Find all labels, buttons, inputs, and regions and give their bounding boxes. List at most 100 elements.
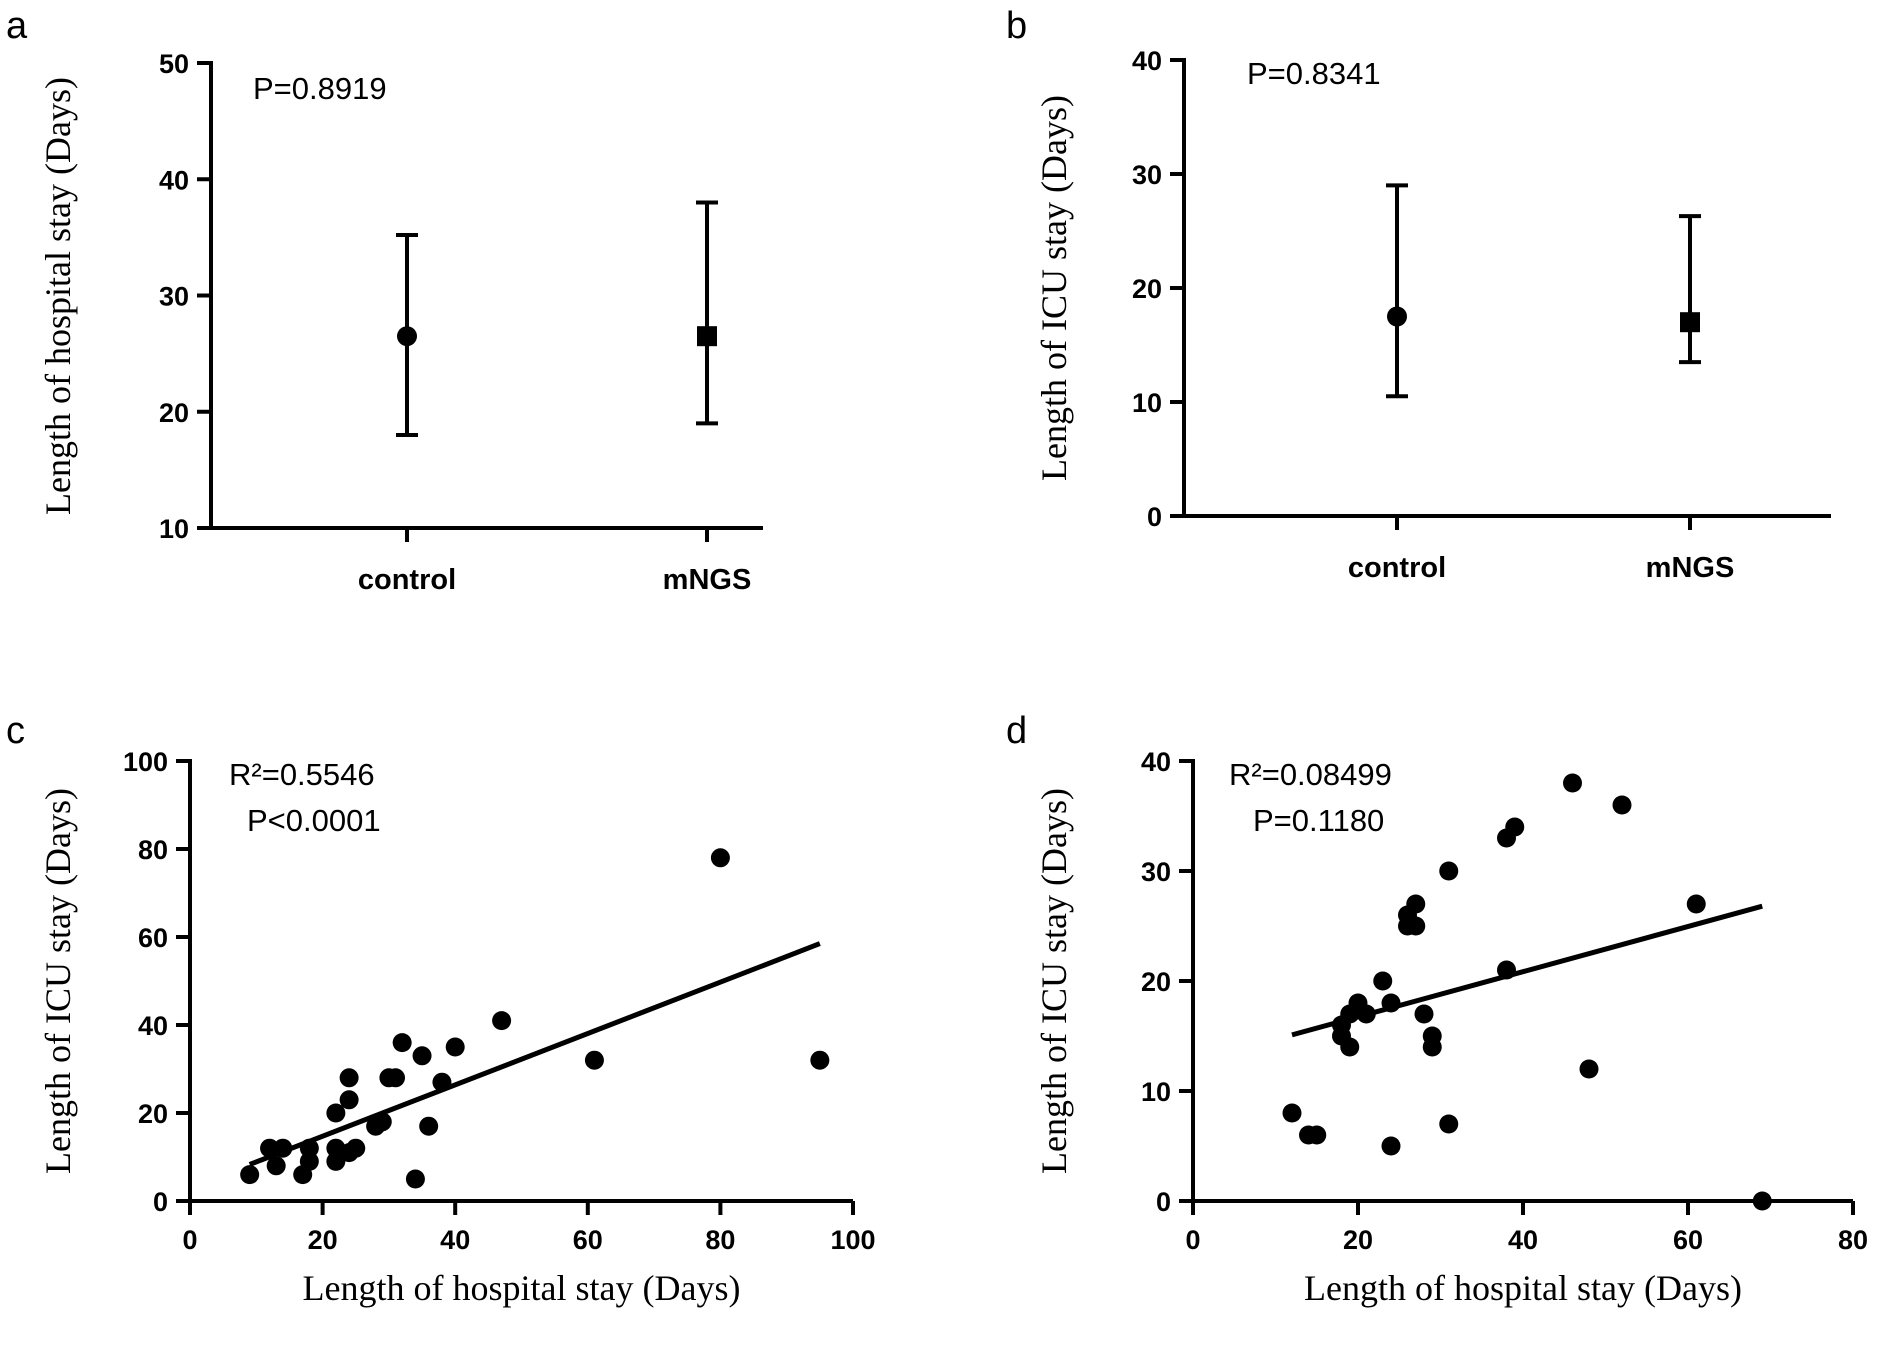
data-point — [1356, 1004, 1376, 1024]
panel-letter-d: d — [1006, 710, 1027, 752]
y-tick-label: 40 — [1141, 747, 1171, 777]
data-point — [372, 1112, 392, 1132]
y-tick-label: 40 — [138, 1011, 168, 1041]
x-tick-label: 60 — [1673, 1225, 1703, 1255]
panel-a: 10 20 30 40 50 Length of hospital stay (Days)… — [38, 49, 763, 596]
data-point — [299, 1151, 319, 1171]
mean-marker — [697, 326, 717, 347]
x-category-label: mNGS — [663, 564, 752, 596]
data-point — [299, 1138, 319, 1158]
x-axis-title: Length of hospital stay (Days) — [303, 1268, 741, 1308]
data-point — [346, 1138, 366, 1158]
data-point — [386, 1068, 406, 1088]
data-point — [584, 1050, 604, 1070]
data-point — [266, 1156, 286, 1176]
x-tick-label: 20 — [308, 1225, 338, 1255]
data-point — [1686, 894, 1706, 914]
y-tick-label: 30 — [1141, 857, 1171, 887]
y-tick-label: 0 — [1156, 1187, 1171, 1217]
x-tick-label: 40 — [440, 1225, 470, 1255]
y-tick-label: 40 — [1132, 46, 1162, 76]
y-tick-label: 0 — [153, 1187, 168, 1217]
data-point — [1752, 1191, 1772, 1211]
annotation: P=0.1180 — [1253, 803, 1384, 838]
x-tick-label: 60 — [573, 1225, 603, 1255]
y-tick-label: 10 — [1132, 388, 1162, 418]
data-point — [339, 1090, 359, 1110]
y-axis-title: Length of ICU stay (Days) — [1034, 95, 1074, 481]
panel-letter-b: b — [1006, 5, 1027, 47]
y-tick-label: 80 — [138, 835, 168, 865]
y-tick-label: 30 — [1132, 160, 1162, 190]
y-tick-label: 60 — [138, 923, 168, 953]
mean-marker — [1387, 306, 1407, 327]
data-point — [492, 1011, 512, 1031]
data-point — [1439, 1114, 1459, 1134]
data-point — [260, 1138, 280, 1158]
y-axis-title: Length of ICU stay (Days) — [1034, 788, 1074, 1174]
data-point — [240, 1165, 260, 1185]
data-point — [432, 1072, 452, 1092]
data-point — [1381, 1136, 1401, 1156]
x-tick-label: 0 — [182, 1225, 197, 1255]
data-point — [405, 1169, 425, 1189]
x-axis-title: Length of hospital stay (Days) — [1304, 1268, 1742, 1308]
y-tick-label: 10 — [159, 514, 189, 544]
mean-marker — [397, 326, 417, 347]
y-tick-label: 0 — [1147, 502, 1162, 532]
data-point — [1406, 894, 1426, 914]
y-tick-label: 30 — [159, 282, 189, 312]
y-axis-title: Length of ICU stay (Days) — [38, 788, 78, 1174]
panel-b: 0 10 20 30 40 Length of ICU stay (Days) P=0.83… — [1034, 46, 1831, 584]
data-point — [1340, 1037, 1360, 1057]
y-axis-title: Length of hospital stay (Days) — [38, 77, 78, 515]
mean-marker — [1680, 312, 1700, 333]
data-point — [339, 1068, 359, 1088]
panel-c: 0 20 40 60 80 100 Length of ICU stay (Days) R²=… — [38, 747, 876, 1308]
data-point — [810, 1050, 830, 1070]
y-tick-label: 20 — [159, 398, 189, 428]
data-point — [273, 1138, 293, 1158]
data-point — [1563, 773, 1582, 793]
y-tick-label: 40 — [159, 165, 189, 195]
x-category-label: mNGS — [1646, 552, 1735, 584]
data-point — [326, 1103, 346, 1123]
data-point — [392, 1033, 412, 1053]
x-tick-label: 100 — [830, 1225, 875, 1255]
annotation: P<0.0001 — [247, 803, 381, 838]
x-category-label: control — [1348, 552, 1446, 584]
data-point — [1439, 861, 1459, 881]
data-point — [445, 1037, 465, 1057]
y-tick-label: 100 — [123, 747, 168, 777]
data-point — [1414, 1004, 1434, 1024]
data-point — [1282, 1103, 1302, 1123]
data-point — [710, 848, 730, 868]
data-point — [1381, 993, 1401, 1013]
data-point — [1422, 1037, 1442, 1057]
annotation: P=0.8919 — [253, 71, 387, 106]
y-tick-label: 20 — [138, 1099, 168, 1129]
data-point — [419, 1116, 439, 1136]
panel-d: 0 10 20 30 40 Length of ICU stay (Days) R²=0.0… — [1034, 747, 1868, 1308]
y-tick-label: 20 — [1132, 274, 1162, 304]
data-point — [1505, 817, 1525, 837]
panel-letter-c: c — [6, 710, 25, 752]
annotation: R²=0.5546 — [229, 757, 375, 792]
data-point — [412, 1046, 432, 1066]
annotation: P=0.8341 — [1247, 56, 1381, 91]
y-tick-label: 20 — [1141, 967, 1171, 997]
x-tick-label: 80 — [1838, 1225, 1868, 1255]
data-point — [1307, 1125, 1327, 1145]
annotation: R²=0.08499 — [1229, 757, 1392, 792]
x-tick-label: 20 — [1343, 1225, 1373, 1255]
x-tick-label: 40 — [1508, 1225, 1538, 1255]
x-category-label: control — [358, 564, 456, 596]
regression-line — [248, 941, 821, 1167]
data-point — [1612, 795, 1632, 815]
data-point — [1373, 971, 1393, 991]
data-point — [1579, 1059, 1599, 1079]
x-tick-label: 80 — [705, 1225, 735, 1255]
y-tick-label: 50 — [159, 49, 189, 79]
x-tick-label: 0 — [1185, 1225, 1200, 1255]
